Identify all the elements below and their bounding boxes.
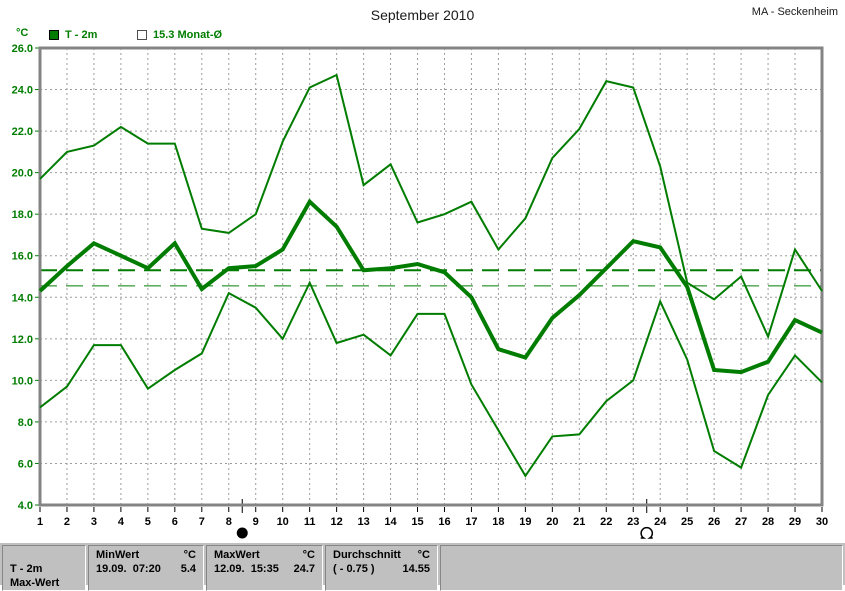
x-tick-label: 26	[708, 516, 720, 528]
max-datetime: 12.09. 15:35	[214, 563, 279, 575]
y-tick-label: 18.0	[12, 209, 33, 221]
x-tick-label: 30	[816, 516, 828, 528]
x-tick-label: 3	[91, 516, 97, 528]
y-tick-label: 12.0	[12, 334, 33, 346]
y-tick-label: 24.0	[12, 85, 33, 97]
x-tick-label: 8	[226, 516, 232, 528]
legend-label-t2m: T - 2m	[65, 29, 98, 41]
x-tick-label: 12	[330, 516, 342, 528]
average-deviation: ( - 0.75 )	[333, 563, 375, 575]
legend-label-month-average: 15.3 Monat-Ø	[153, 29, 223, 41]
y-tick-label: 6.0	[18, 458, 33, 470]
x-tick-label: 7	[199, 516, 205, 528]
min-header: MinWert	[96, 549, 140, 561]
average-panel: Durchschnitt °C ( - 0.75 ) 14.55	[325, 545, 438, 591]
empty-panel	[440, 545, 843, 591]
x-tick-label: 28	[762, 516, 774, 528]
x-tick-label: 1	[37, 516, 43, 528]
x-tick-label: 15	[411, 516, 423, 528]
min-value-panel: MinWert °C 19.09. 07:20 5.4	[88, 545, 204, 591]
x-tick-label: 20	[546, 516, 558, 528]
x-tick-label: 19	[519, 516, 531, 528]
y-tick-label: 4.0	[18, 500, 33, 512]
x-tick-label: 11	[304, 516, 316, 528]
temperature-line-chart: 26.024.022.020.018.016.014.012.010.08.06…	[12, 43, 828, 539]
x-tick-label: 18	[492, 516, 504, 528]
clipped-next-row-label: Max-Wert	[10, 577, 60, 589]
series-swatch-icon	[49, 30, 59, 40]
y-tick-label: 20.0	[12, 168, 33, 180]
legend-item-t2m: T - 2m	[49, 29, 97, 41]
daily-max-line	[39, 73, 823, 340]
daily-min-line	[39, 280, 823, 478]
max-value: 24.7	[293, 563, 315, 575]
min-datetime: 19.09. 07:20	[96, 563, 161, 575]
plot-frame	[38, 46, 824, 507]
full-moon-icon	[640, 527, 654, 539]
x-tick-label: 13	[357, 516, 369, 528]
x-tick-label: 25	[681, 516, 693, 528]
y-tick-label: 22.0	[12, 126, 33, 138]
y-tick-label: 16.0	[12, 251, 33, 263]
month-average-swatch-icon	[137, 30, 147, 40]
max-value-panel: MaxWert °C 12.09. 15:35 24.7	[206, 545, 323, 591]
y-axis-unit-label: °C	[16, 27, 29, 39]
x-tick-label: 10	[277, 516, 289, 528]
y-tick-label: 10.0	[12, 375, 33, 387]
y-tick-label: 26.0	[12, 43, 33, 55]
max-header: MaxWert	[214, 549, 260, 561]
x-tick-label: 21	[573, 516, 585, 528]
x-tick-label: 22	[600, 516, 612, 528]
x-tick-label: 4	[118, 516, 125, 528]
page-title: September 2010	[370, 7, 475, 23]
average-unit: °C	[417, 549, 430, 561]
channel-panel: T - 2m Max-Wert	[2, 545, 86, 591]
x-tick-label: 16	[438, 516, 450, 528]
daily-mean-line	[38, 198, 823, 375]
x-tick-label: 24	[654, 516, 667, 528]
average-value: 14.55	[402, 563, 430, 575]
x-tick-label: 29	[789, 516, 801, 528]
x-tick-label: 2	[64, 516, 70, 528]
channel-label: T - 2m	[10, 563, 43, 575]
x-tick-label: 14	[384, 516, 397, 528]
average-header: Durchschnitt	[333, 549, 401, 561]
x-tick-label: 9	[253, 516, 259, 528]
x-tick-label: 5	[145, 516, 151, 528]
new-moon-icon	[236, 527, 248, 539]
min-value: 5.4	[180, 563, 196, 575]
status-bar: T - 2m Max-Wert MinWert °C 19.09. 07:20 …	[0, 541, 845, 591]
x-tick-label: 27	[735, 516, 747, 528]
max-unit: °C	[302, 549, 315, 561]
x-tick-label: 23	[627, 516, 639, 528]
min-unit: °C	[183, 549, 196, 561]
y-tick-label: 14.0	[12, 292, 33, 304]
station-name: MA - Seckenheim	[751, 6, 838, 18]
legend-item-month-average: 15.3 Monat-Ø	[137, 29, 222, 41]
x-tick-label: 17	[465, 516, 477, 528]
y-tick-label: 8.0	[18, 417, 33, 429]
x-tick-label: 6	[172, 516, 178, 528]
